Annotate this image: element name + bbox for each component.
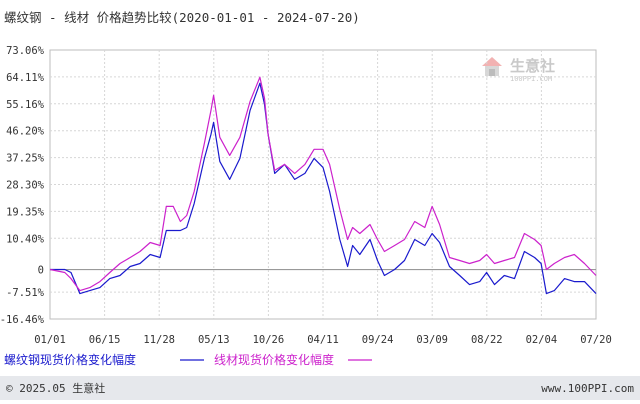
watermark-name: 生意社 bbox=[510, 57, 555, 75]
legend: 螺纹钢现货价格变化幅度 线材现货价格变化幅度 bbox=[4, 352, 372, 367]
series-line-rebar bbox=[50, 82, 597, 295]
watermark-logo bbox=[482, 57, 502, 76]
x-tick-label: 08/22 bbox=[471, 334, 503, 346]
series-line-wire bbox=[49, 76, 597, 292]
footer-website[interactable]: www.100PPI.com bbox=[541, 382, 634, 395]
y-tick-label: 73.06% bbox=[6, 45, 45, 57]
x-tick-label: 02/04 bbox=[526, 334, 558, 346]
series-group bbox=[49, 76, 597, 295]
y-tick-label: 37.25% bbox=[6, 153, 45, 165]
x-axis: 01/01 06/15 11/28 05/13 10/26 04/11 09/24 03/09… bbox=[34, 334, 612, 346]
footer-copyright: © 2025.05 生意社 bbox=[6, 381, 105, 395]
legend-label-rebar: 螺纹钢现货价格变化幅度 bbox=[4, 352, 136, 367]
grid bbox=[50, 50, 596, 319]
y-tick-label: 64.11% bbox=[6, 72, 45, 84]
x-tick-label: 07/20 bbox=[580, 334, 612, 346]
x-tick-label: 04/11 bbox=[307, 334, 339, 346]
y-tick-label: 19.35% bbox=[6, 206, 45, 218]
x-tick-label: 06/15 bbox=[89, 334, 121, 346]
y-tick-label: -16.46% bbox=[0, 314, 45, 326]
x-tick-label: 01/01 bbox=[34, 334, 66, 346]
x-tick-label: 10/26 bbox=[253, 334, 285, 346]
x-tick-label: 11/28 bbox=[143, 334, 175, 346]
x-tick-label: 09/24 bbox=[362, 334, 394, 346]
legend-label-wire: 线材现货价格变化幅度 bbox=[214, 352, 334, 367]
footer-bar bbox=[0, 376, 640, 400]
y-axis: 73.06% 64.11% 55.16% 46.20% 37.25% 28.30% 19.3… bbox=[0, 45, 45, 326]
y-tick-label: 10.40% bbox=[6, 233, 45, 245]
y-tick-label: 46.20% bbox=[6, 126, 45, 138]
watermark: 生意社 100PPI.COM bbox=[482, 57, 555, 83]
y-tick-label: 28.30% bbox=[6, 180, 45, 192]
x-tick-label: 05/13 bbox=[198, 334, 230, 346]
y-tick-label: 55.16% bbox=[6, 99, 45, 111]
chart-title: 螺纹钢 - 线材 价格趋势比较(2020-01-01 - 2024-07-20) bbox=[4, 10, 360, 25]
x-tick-label: 03/09 bbox=[416, 334, 448, 346]
watermark-url: 100PPI.COM bbox=[510, 75, 552, 83]
y-tick-label: -7.51% bbox=[6, 287, 45, 299]
y-tick-label: 0 bbox=[38, 265, 44, 277]
